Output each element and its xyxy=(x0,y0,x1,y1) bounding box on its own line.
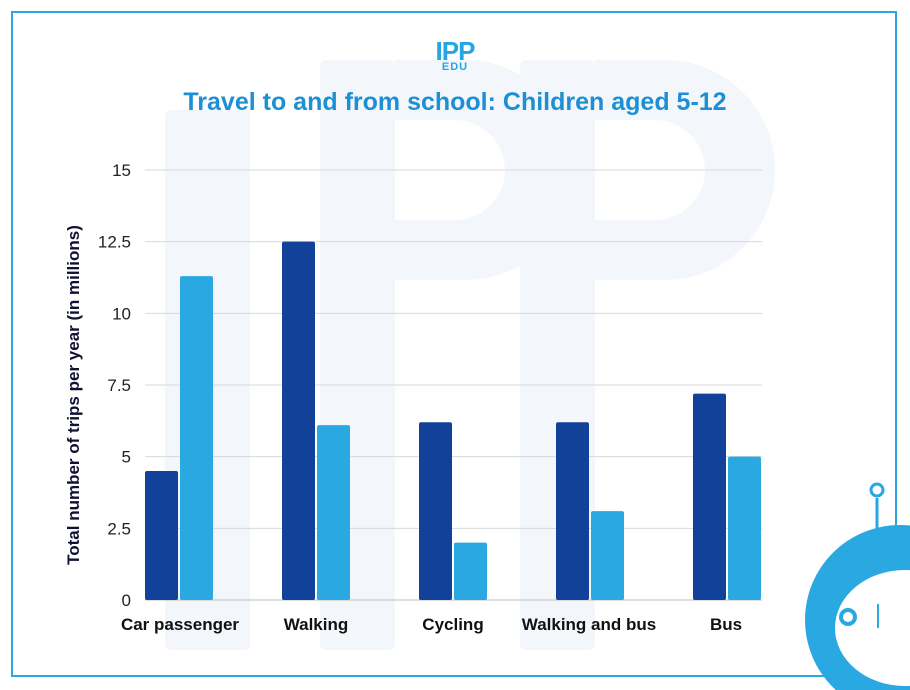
brand-logo: IPP EDU xyxy=(0,38,910,73)
y-tick-label: 5 xyxy=(122,448,131,467)
y-tick-label: 7.5 xyxy=(107,376,131,395)
y-tick-label: 0 xyxy=(122,591,131,610)
mascot-icon xyxy=(805,482,910,690)
x-axis-ticks: Car passenger Walking Cycling Walking and b… xyxy=(121,615,742,634)
bars xyxy=(145,241,761,600)
bar xyxy=(180,276,213,600)
bar xyxy=(591,511,624,600)
bar xyxy=(556,422,589,600)
y-axis-ticks: 0 2.5 5 7.5 10 12.5 15 xyxy=(98,161,131,610)
chart-title: Travel to and from school: Children aged… xyxy=(183,88,727,116)
bar xyxy=(728,456,761,600)
y-axis-label: Total number of trips per year (in milli… xyxy=(64,225,83,565)
bar xyxy=(419,422,452,600)
x-tick-label: Bus xyxy=(710,615,742,634)
gridlines xyxy=(145,169,762,601)
x-tick-label: Walking and bus xyxy=(522,615,656,634)
bar xyxy=(145,471,178,600)
bar xyxy=(693,393,726,600)
bar xyxy=(282,241,315,600)
y-tick-label: 10 xyxy=(112,304,131,323)
bar xyxy=(454,542,487,600)
y-tick-label: 2.5 xyxy=(107,519,131,538)
logo-text: IPP xyxy=(435,36,476,66)
y-tick-label: 15 xyxy=(112,161,131,180)
y-tick-label: 12.5 xyxy=(98,233,131,252)
x-tick-label: Cycling xyxy=(422,615,483,634)
bar xyxy=(317,425,350,600)
x-tick-label: Car passenger xyxy=(121,615,239,634)
logo-subtext: EDU xyxy=(441,61,469,73)
x-tick-label: Walking xyxy=(284,615,349,634)
